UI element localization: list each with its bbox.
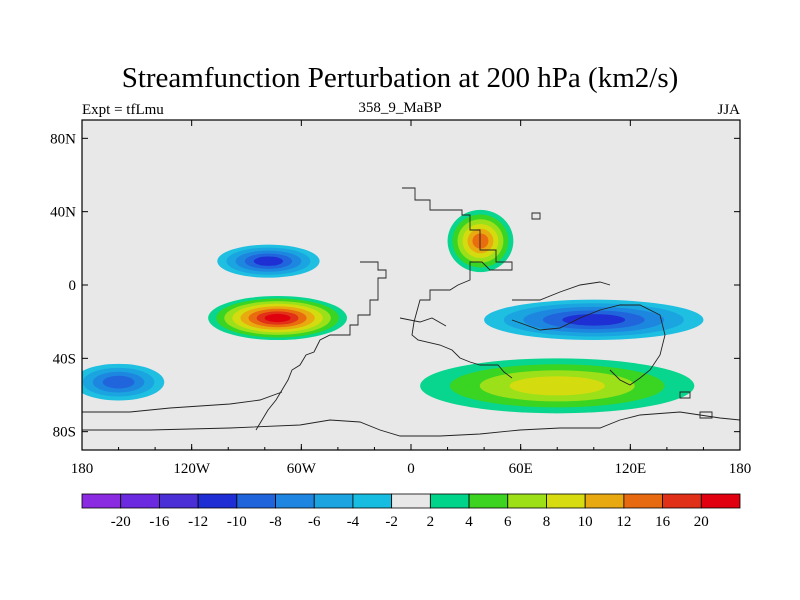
colorbar-label: -8 [269,514,282,530]
colorbar-swatch [197,493,238,509]
y-tick-label: 0 [69,278,77,294]
coastline-americas [82,261,387,431]
colorbar-swatch [391,493,431,509]
colorbar-swatch [81,493,122,509]
colorbar-swatch [546,493,586,509]
colorbar-swatch [313,493,354,509]
colorbar-swatch [700,493,741,509]
colorbar-swatch [159,493,199,509]
colorbar-label: 12 [616,514,631,530]
experiment-label: Expt = tfLmu [82,102,164,118]
colorbar-swatch [468,493,509,509]
contour-band [472,233,489,249]
coastline-africa-eurasia [402,187,513,379]
colorbar-swatch [429,493,470,509]
colorbar-swatch [507,493,547,509]
x-tick-label: 60E [509,461,533,477]
season-label: JJA [717,102,740,118]
colorbar-swatch [352,493,393,509]
contour-band [253,256,284,266]
y-tick-label: 80N [50,131,76,147]
coastline-islands [531,212,713,419]
feature-low-north-atlantic [217,244,320,278]
run-label: 358_9_MaBP [358,100,442,116]
colorbar-label: -12 [188,514,208,530]
colorbar-label: -2 [385,514,398,530]
feature-high-southern-ocean [420,358,695,414]
coastline-antarctica [82,411,740,437]
colorbar-label: -4 [347,514,360,530]
colorbar-label: 6 [504,514,512,530]
x-tick-label: 180 [729,461,752,477]
colorbar-label: -20 [111,514,131,530]
coastline-asia-south [399,281,666,386]
colorbar-label: 10 [578,514,593,530]
y-tick-label: 40S [53,351,76,367]
colorbar-label: -6 [308,514,321,530]
contour-band [509,376,605,396]
contour-band [264,313,291,323]
contour-band [102,375,135,389]
colorbar-swatch [275,493,315,509]
colorbar-label: 16 [655,514,671,530]
colorbar-label: -10 [227,514,247,530]
feature-high-south-america [208,296,348,340]
feature-low-indian-ocean [484,299,704,341]
feature-low-south-pacific [82,363,165,401]
contour-band [562,314,626,326]
colorbar-label: 2 [427,514,435,530]
colorbar-label: 4 [465,514,473,530]
x-tick-label: 120E [614,461,646,477]
y-tick-label: 40N [50,205,76,221]
colorbar-swatch [120,493,160,509]
chart-title: Streamfunction Perturbation at 200 hPa (… [121,62,679,94]
x-tick-label: 120W [173,461,211,477]
colorbar-label: -16 [149,514,169,530]
colorbar-swatch [662,493,702,509]
colorbar-label: 20 [694,514,709,530]
colorbar-label: 8 [543,514,551,530]
colorbar-swatch [236,493,276,509]
colorbar-swatch [584,493,625,509]
x-tick-label: 0 [407,461,415,477]
feature-high-east-africa [447,209,514,273]
y-tick-label: 80S [53,425,76,441]
colorbar-swatch [623,493,663,509]
x-tick-label: 60W [287,461,317,477]
x-tick-label: 180 [71,461,94,477]
